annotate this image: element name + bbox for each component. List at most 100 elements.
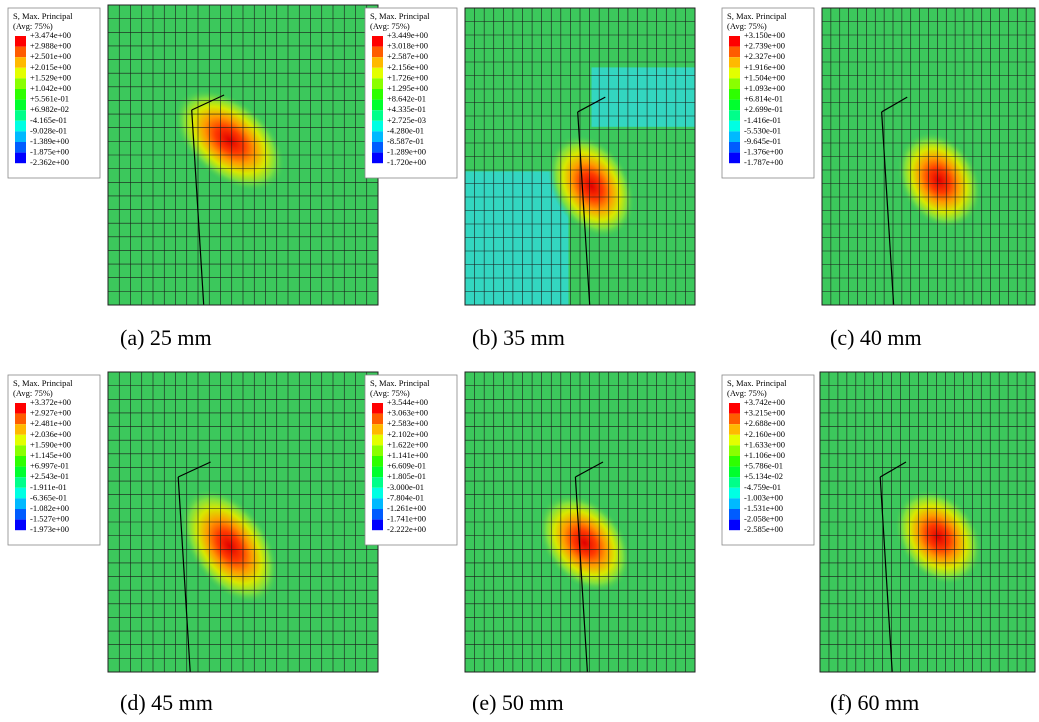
legend-value: +4.335e-01: [387, 104, 426, 114]
crack-line: [879, 476, 893, 673]
legend-value: -1.741e+00: [387, 514, 426, 524]
legend-value: +2.587e+00: [387, 51, 428, 61]
legend-value: +6.982e-02: [30, 104, 69, 114]
panel: S, Max. Principal(Avg: 75%)+3.742e+00+3.…: [721, 371, 1036, 715]
legend-value: +1.590e+00: [30, 439, 71, 449]
legend-swatch: [372, 424, 383, 435]
legend-value: +2.739e+00: [744, 41, 785, 51]
caption: (b) 35 mm: [472, 325, 565, 350]
legend-swatch: [729, 89, 740, 100]
caption: (d) 45 mm: [120, 690, 213, 715]
legend-swatch: [372, 67, 383, 79]
legend-swatch: [372, 110, 383, 121]
legend-value: -9.028e-01: [30, 125, 67, 135]
legend-subtitle: (Avg: 75%): [727, 388, 767, 398]
legend-value: -2.585e+00: [744, 524, 783, 534]
mesh-grid: [821, 7, 1036, 306]
legend-swatch: [729, 424, 740, 435]
caption: (a) 25 mm: [120, 325, 212, 350]
legend-swatch: [372, 519, 383, 531]
legend-swatch: [372, 498, 383, 509]
crack-line: [881, 96, 908, 113]
legend-value: -1.416e-01: [744, 115, 781, 125]
stress-hotspot: [894, 489, 982, 585]
legend-value: -5.530e-01: [744, 125, 781, 135]
legend-swatch: [729, 445, 740, 456]
legend-swatch: [372, 142, 383, 153]
panel: S, Max. Principal(Avg: 75%)+3.474e+00+2.…: [7, 4, 379, 350]
stress-hotspot: [897, 131, 982, 229]
legend-value: +2.927e+00: [30, 408, 71, 418]
legend-swatch: [15, 434, 26, 446]
legend-swatch: [15, 99, 26, 111]
crack-line: [577, 111, 591, 306]
legend-value: -1.911e-01: [30, 482, 67, 492]
legend-subtitle: (Avg: 75%): [370, 388, 410, 398]
crack-line: [191, 94, 225, 111]
legend-swatch: [372, 466, 383, 478]
legend-swatch: [729, 498, 740, 509]
legend-value: +6.814e-01: [744, 94, 783, 104]
legend-subtitle: (Avg: 75%): [13, 21, 53, 31]
legend-value: +1.106e+00: [744, 450, 785, 460]
legend-value: +1.145e+00: [30, 450, 71, 460]
legend-value: +2.501e+00: [30, 51, 71, 61]
mesh-border: [819, 371, 1036, 673]
legend-subtitle: (Avg: 75%): [13, 388, 53, 398]
legend-value: +2.156e+00: [387, 62, 428, 72]
legend-value: +2.543e-01: [30, 471, 69, 481]
legend-swatch: [372, 57, 383, 68]
legend-swatch: [15, 519, 26, 531]
legend-swatch: [729, 131, 740, 142]
panel: S, Max. Principal(Avg: 75%)+3.372e+00+2.…: [7, 371, 379, 715]
legend-value: +1.042e+00: [30, 83, 71, 93]
crack-line: [191, 109, 205, 306]
mesh-border: [464, 7, 696, 306]
legend-swatch: [15, 403, 26, 414]
legend-swatch: [372, 477, 383, 488]
mesh-border: [464, 371, 696, 673]
legend-value: +6.609e-01: [387, 461, 426, 471]
legend-swatch: [15, 413, 26, 425]
legend-value: -1.787e+00: [744, 157, 783, 167]
legend-subtitle: (Avg: 75%): [727, 21, 767, 31]
legend-swatch: [729, 403, 740, 414]
legend-value: -8.587e-01: [387, 136, 424, 146]
legend-title: S, Max. Principal: [727, 378, 787, 388]
legend-swatch: [729, 120, 740, 132]
legend-swatch: [372, 36, 383, 47]
legend-swatch: [372, 413, 383, 425]
legend-swatch: [372, 152, 383, 164]
legend-swatch: [15, 445, 26, 456]
legend-value: -1.531e+00: [744, 503, 783, 513]
legend-swatch: [372, 434, 383, 446]
legend-value: +5.561e-01: [30, 94, 69, 104]
legend-swatch: [729, 36, 740, 47]
mesh-border: [821, 7, 1036, 306]
legend-swatch: [15, 487, 26, 499]
legend-swatch: [15, 120, 26, 132]
legend-title: S, Max. Principal: [727, 11, 787, 21]
legend-value: +5.786e-01: [744, 461, 783, 471]
legend-value: +2.988e+00: [30, 41, 71, 51]
legend-value: +2.015e+00: [30, 62, 71, 72]
legend-swatch: [15, 424, 26, 435]
legend-swatch: [372, 120, 383, 132]
crack-line: [881, 111, 895, 306]
legend-swatch: [372, 403, 383, 414]
legend-swatch: [372, 131, 383, 142]
legend-swatch: [15, 456, 26, 467]
legend-value: -1.720e+00: [387, 157, 426, 167]
legend-value: +2.699e-01: [744, 104, 783, 114]
legend-swatch: [729, 110, 740, 121]
legend-value: +1.295e+00: [387, 83, 428, 93]
legend-swatch: [372, 99, 383, 111]
legend-value: -4.165e-01: [30, 115, 67, 125]
legend-swatch: [372, 509, 383, 520]
legend-value: +1.529e+00: [30, 72, 71, 82]
legend-value: -1.261e+00: [387, 503, 426, 513]
legend-value: +3.742e+00: [744, 397, 785, 407]
caption: (f) 60 mm: [830, 690, 919, 715]
crack-line: [879, 461, 907, 478]
